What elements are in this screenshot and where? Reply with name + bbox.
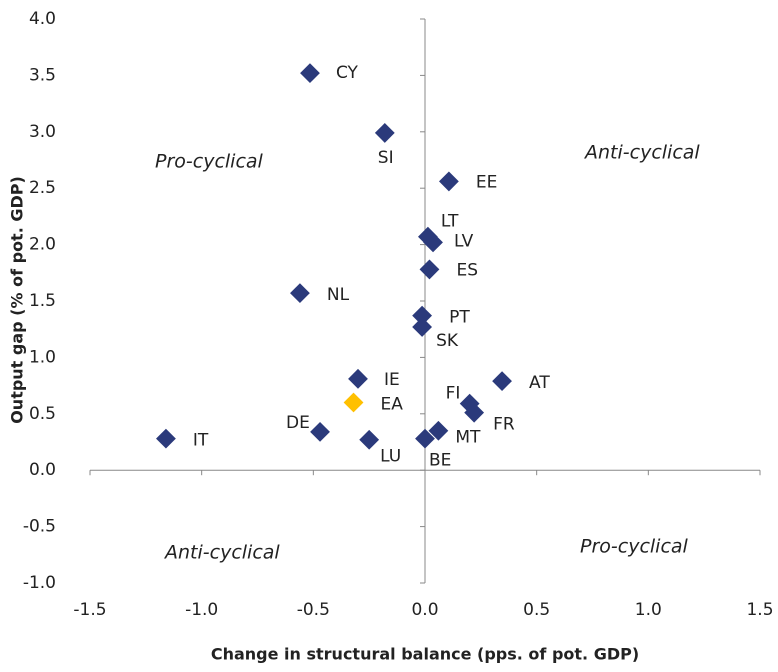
point-label: IE [384,370,400,390]
x-tick-label: -0.5 [297,600,330,620]
point-label: EA [381,395,404,415]
region-label: Pro-cyclical [155,151,264,173]
x-tick-label: 0.5 [523,600,550,620]
region-label: Anti-cyclical [583,142,700,164]
y-tick-label: 4.0 [29,9,56,29]
point-label: MT [455,428,481,448]
y-axis-title: Output gap (% of pot. GDP) [8,176,27,424]
x-axis-title: Change in structural balance (pps. of po… [211,645,639,664]
y-tick-label: 0.5 [29,404,56,424]
point [300,63,320,84]
point [290,283,310,304]
region-label: Pro-cyclical [580,536,689,558]
point [412,317,432,337]
y-tick-label: 2.0 [29,235,56,255]
point-label: SI [378,148,394,168]
point-label: LT [441,212,459,232]
point-label: BE [429,451,451,471]
point [438,171,459,192]
point [428,420,449,441]
point [464,402,485,423]
point-label: ES [456,260,478,280]
point [412,305,432,326]
point [310,421,330,442]
point-label: IT [193,431,209,451]
point [359,429,380,450]
point-label: LU [380,447,401,467]
point-label: FI [446,384,461,404]
point-label: DE [286,413,310,433]
x-tick-label: -1.5 [73,600,106,620]
y-tick-label: 3.0 [29,122,56,142]
point-label: EE [476,172,497,192]
x-tick-label: -1.0 [185,600,218,620]
point [492,371,512,391]
point-label: LV [454,231,474,251]
y-tick-label: 3.5 [29,65,56,85]
point [156,428,176,449]
point-label: AT [529,373,550,393]
region-label: Anti-cyclical [163,542,280,564]
point [343,392,364,413]
point-label: PT [449,308,470,328]
point [415,428,435,449]
y-tick-label: -1.0 [23,573,56,593]
y-tick-label: 1.5 [29,291,56,311]
point [419,259,440,280]
point-label: CY [336,63,359,83]
y-tick-label: 0.0 [29,460,56,480]
y-tick-label: -0.5 [23,517,56,537]
point [423,232,443,253]
point-label: FR [493,415,515,435]
y-tick-label: 2.5 [29,178,56,198]
point [374,123,395,143]
x-tick-label: 0.0 [411,600,438,620]
point [348,368,368,389]
x-tick-label: 1.0 [635,600,662,620]
y-tick-label: 1.0 [29,347,56,367]
x-tick-label: 1.5 [746,600,773,620]
point-label: SK [436,331,459,351]
point-label: NL [327,285,350,305]
